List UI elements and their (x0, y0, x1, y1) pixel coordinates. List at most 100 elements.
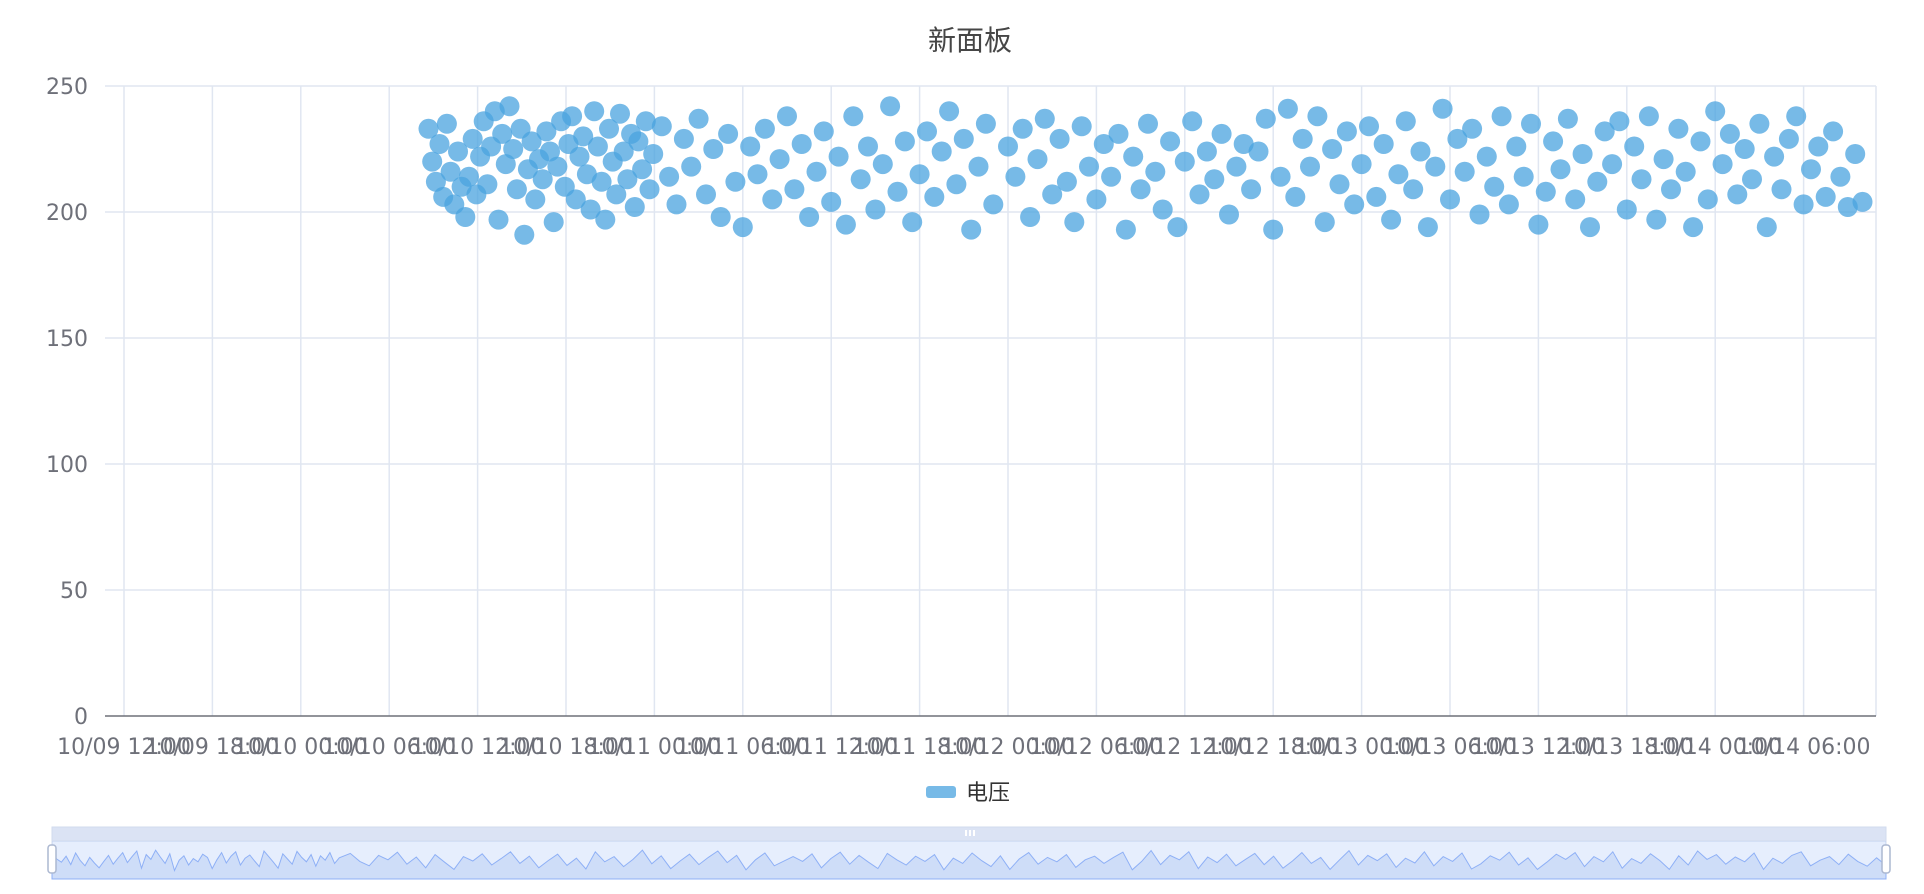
data-point[interactable] (1012, 118, 1033, 139)
data-point[interactable] (1447, 128, 1468, 149)
datazoom-right-handle[interactable] (1881, 844, 1891, 874)
data-point[interactable] (599, 118, 619, 139)
data-point[interactable] (1189, 184, 1210, 205)
data-point[interactable] (1506, 136, 1527, 157)
data-point[interactable] (624, 197, 645, 217)
data-point[interactable] (1174, 151, 1195, 172)
data-point[interactable] (1373, 134, 1394, 154)
data-point[interactable] (1476, 146, 1497, 167)
data-point[interactable] (514, 224, 535, 245)
data-point[interactable] (1344, 194, 1365, 215)
data-point[interactable] (1690, 131, 1711, 152)
data-point[interactable] (1359, 116, 1379, 137)
data-point[interactable] (532, 169, 553, 190)
data-point[interactable] (1093, 134, 1114, 154)
data-point[interactable] (1616, 199, 1637, 220)
data-point[interactable] (887, 181, 908, 202)
data-point[interactable] (543, 212, 564, 233)
data-point[interactable] (1123, 146, 1144, 167)
data-point[interactable] (436, 113, 457, 134)
data-point[interactable] (1020, 207, 1041, 227)
data-point[interactable] (961, 219, 982, 240)
data-point[interactable] (1823, 121, 1844, 142)
datazoom-slider[interactable] (47, 826, 1891, 880)
data-point[interactable] (1145, 161, 1166, 182)
data-point[interactable] (1469, 204, 1490, 225)
data-point[interactable] (1248, 141, 1269, 162)
data-point[interactable] (894, 131, 915, 152)
data-point[interactable] (821, 191, 842, 212)
data-point[interactable] (1484, 176, 1505, 197)
data-point[interactable] (1653, 149, 1674, 170)
data-point[interactable] (850, 169, 871, 190)
data-point[interactable] (1388, 164, 1409, 185)
data-point[interactable] (1749, 113, 1770, 134)
data-point[interactable] (477, 174, 498, 195)
data-point[interactable] (1786, 106, 1807, 127)
data-point[interactable] (1336, 121, 1357, 142)
data-point[interactable] (506, 179, 527, 200)
data-point[interactable] (492, 123, 513, 144)
data-point[interactable] (1815, 186, 1836, 207)
data-point[interactable] (1580, 217, 1600, 238)
data-point[interactable] (740, 136, 761, 157)
data-point[interactable] (1167, 217, 1188, 238)
data-point[interactable] (639, 179, 660, 200)
data-point[interactable] (613, 141, 634, 162)
data-point[interactable] (946, 174, 967, 195)
data-point[interactable] (1491, 106, 1512, 127)
data-point[interactable] (1778, 128, 1799, 149)
data-point[interactable] (1521, 113, 1541, 134)
data-point[interactable] (1771, 179, 1792, 200)
data-point[interactable] (696, 184, 716, 205)
data-point[interactable] (525, 189, 546, 210)
data-point[interactable] (1587, 171, 1608, 192)
data-point[interactable] (1366, 186, 1387, 207)
data-point[interactable] (440, 161, 461, 182)
data-point[interactable] (1734, 139, 1755, 159)
data-point[interactable] (495, 154, 516, 175)
data-point[interactable] (1307, 106, 1328, 127)
data-point[interactable] (562, 106, 583, 127)
data-point[interactable] (1543, 131, 1564, 152)
data-point[interactable] (1801, 159, 1821, 180)
data-point[interactable] (1322, 139, 1343, 159)
data-point[interactable] (975, 113, 996, 134)
data-point[interactable] (499, 96, 520, 117)
data-point[interactable] (1395, 111, 1416, 132)
data-point[interactable] (595, 209, 616, 230)
data-point[interactable] (710, 207, 731, 227)
data-point[interactable] (1557, 108, 1578, 129)
legend[interactable]: 电压 (926, 781, 1010, 806)
data-point[interactable] (1528, 214, 1549, 235)
data-point[interactable] (1300, 156, 1320, 177)
data-point[interactable] (1233, 134, 1254, 154)
data-point[interactable] (1064, 212, 1085, 233)
data-point[interactable] (1845, 144, 1866, 164)
datazoom-left-handle[interactable] (47, 844, 57, 874)
data-point[interactable] (459, 166, 479, 187)
legend-label-voltage[interactable]: 电压 (966, 781, 1010, 806)
data-point[interactable] (880, 96, 901, 117)
data-point[interactable] (902, 212, 923, 233)
data-point[interactable] (503, 139, 524, 159)
data-point[interactable] (1661, 179, 1681, 200)
data-point[interactable] (606, 184, 627, 205)
series-points[interactable] (418, 96, 1873, 245)
data-point[interactable] (1719, 123, 1740, 144)
data-point[interactable] (769, 149, 790, 170)
data-point[interactable] (725, 171, 746, 192)
data-point[interactable] (718, 123, 739, 144)
data-point[interactable] (1056, 171, 1077, 192)
data-point[interactable] (584, 101, 605, 122)
data-point[interactable] (1329, 174, 1350, 195)
data-point[interactable] (1756, 217, 1777, 238)
data-point[interactable] (1646, 209, 1667, 230)
data-point[interactable] (1764, 146, 1785, 167)
data-point[interactable] (1624, 136, 1645, 157)
data-point[interactable] (953, 128, 974, 149)
data-point[interactable] (1425, 156, 1446, 177)
data-point[interactable] (1535, 181, 1556, 202)
data-point[interactable] (1403, 179, 1424, 200)
data-point[interactable] (747, 164, 768, 185)
